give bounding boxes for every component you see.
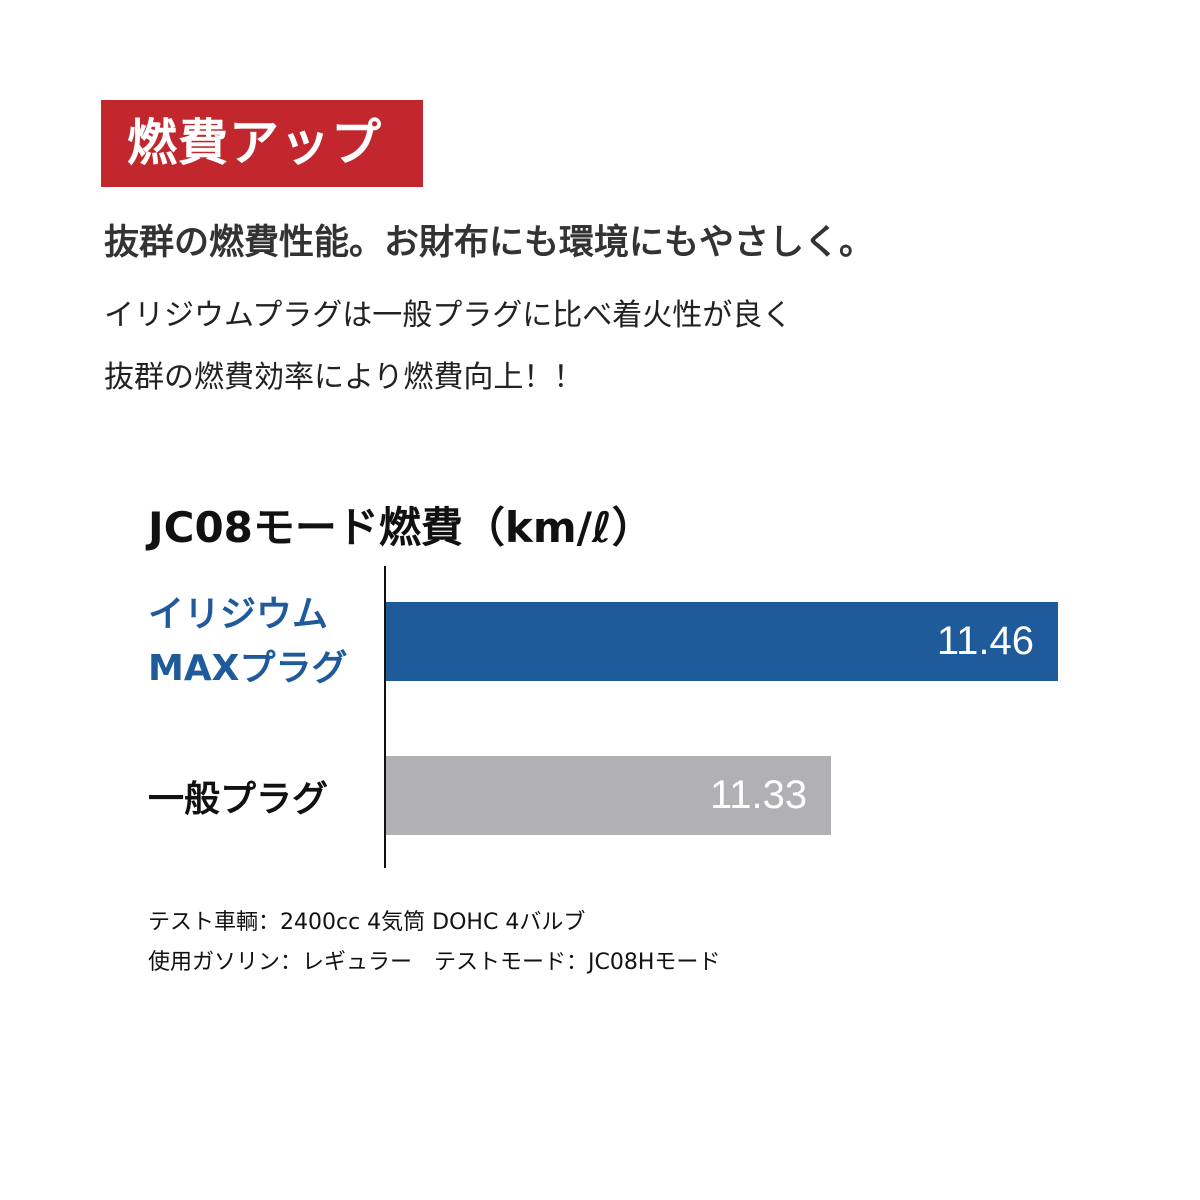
category-label-iridium: イリジウム MAXプラグ: [148, 588, 347, 696]
bar-standard: 11.33: [386, 756, 832, 835]
category-label-line: イリジウム: [148, 594, 329, 635]
body-text-line-2: 抜群の燃費効率により燃費向上！！: [104, 360, 584, 395]
test-vehicle-note: テスト車輌：2400cc 4気筒 DOHC 4バルブ: [148, 910, 586, 935]
category-label-line: MAXプラグ: [148, 648, 348, 689]
fuel-efficiency-badge: 燃費アップ: [101, 100, 423, 187]
category-label-standard: 一般プラグ: [148, 773, 328, 827]
body-text-line-1: イリジウムプラグは一般プラグに比べ着火性が良く: [104, 298, 793, 333]
chart-title: JC08モード燃費（km/ℓ）: [148, 503, 654, 552]
bar-iridium: 11.46: [386, 602, 1058, 681]
category-label-line: 一般プラグ: [148, 779, 329, 820]
bar-value-label: 11.46: [936, 619, 1034, 663]
test-condition-note: 使用ガソリン：レギュラー テストモード：JC08Hモード: [148, 950, 721, 975]
chart-axis-line: [384, 566, 386, 868]
bar-value-label: 11.33: [709, 773, 808, 817]
headline: 抜群の燃費性能。お財布にも環境にもやさしく。: [104, 223, 875, 263]
